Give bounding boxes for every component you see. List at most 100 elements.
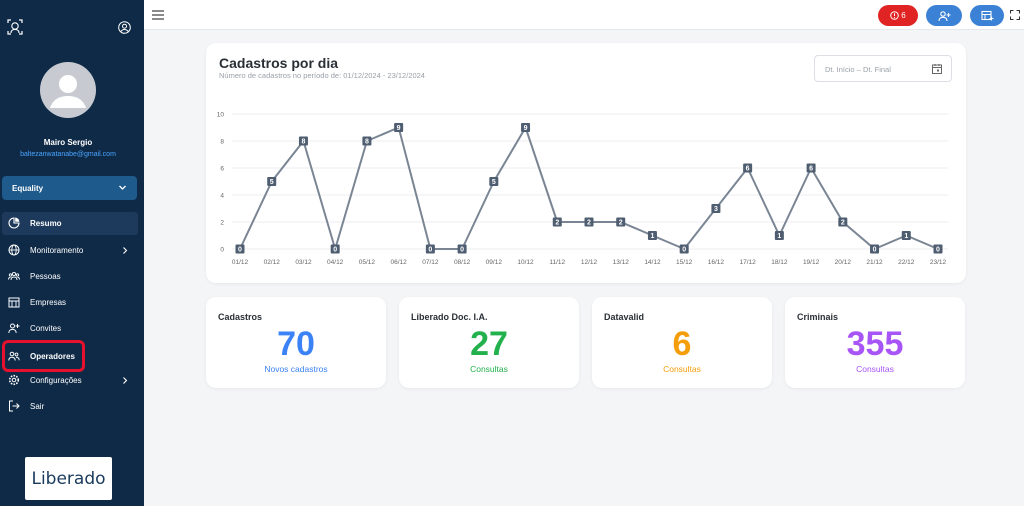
- sidebar-item-empresas[interactable]: Empresas: [2, 291, 138, 314]
- add-user-button[interactable]: [926, 5, 962, 26]
- stat-card-liberado-doc: Liberado Doc. I.A. 27 Consultas: [399, 297, 579, 388]
- x-tick-label: 02/12: [264, 259, 281, 266]
- x-tick-label: 11/12: [549, 259, 565, 266]
- data-label: 5: [492, 179, 496, 186]
- user-plus-icon: [937, 10, 950, 21]
- calendar-icon: [932, 64, 942, 74]
- x-tick-label: 14/12: [644, 259, 661, 266]
- data-point: [838, 217, 848, 227]
- data-label: 5: [270, 179, 274, 186]
- data-label: 6: [809, 166, 813, 173]
- x-tick-label: 17/12: [739, 259, 756, 266]
- stat-value: 6: [672, 325, 692, 363]
- register-button[interactable]: [970, 5, 1004, 26]
- data-point: [679, 244, 689, 254]
- y-tick-label: 6: [220, 166, 224, 173]
- data-point: [552, 217, 562, 227]
- series-line: [239, 126, 939, 250]
- x-tick-label: 16/12: [708, 259, 725, 266]
- chevron-right-icon: [123, 377, 128, 384]
- data-point: [235, 244, 245, 254]
- alerts-button[interactable]: 6: [878, 5, 918, 26]
- fullscreen-icon[interactable]: [1010, 10, 1020, 20]
- data-label: 1: [777, 233, 781, 240]
- user-plus-icon: [8, 323, 20, 334]
- stat-card-cadastros: Cadastros 70 Novos cadastros: [206, 297, 386, 388]
- y-tick-label: 0: [220, 247, 224, 254]
- avatar[interactable]: [40, 62, 96, 118]
- register-icon: [980, 10, 993, 20]
- data-label: 0: [873, 247, 877, 254]
- data-label: 2: [841, 220, 845, 227]
- stat-caption: Consultas: [856, 364, 894, 374]
- x-tick-label: 13/12: [613, 259, 630, 266]
- data-label: 0: [428, 247, 432, 254]
- data-label: 8: [365, 139, 369, 146]
- date-start-placeholder: Dt. Início: [825, 65, 855, 74]
- x-tick-label: 07/12: [422, 259, 439, 266]
- data-point: [806, 163, 816, 173]
- sidebar-item-pessoas[interactable]: Pessoas: [2, 265, 138, 288]
- sidebar-item-label: Monitoramento: [30, 246, 84, 255]
- data-point: [584, 217, 594, 227]
- sidebar-item-monitoramento[interactable]: Monitoramento: [2, 239, 138, 262]
- data-label: 2: [587, 220, 591, 227]
- user-circle-icon[interactable]: [118, 21, 131, 34]
- data-label: 0: [238, 247, 242, 254]
- sidebar-item-resumo[interactable]: Resumo: [2, 212, 138, 235]
- data-label: 8: [302, 139, 306, 146]
- data-point: [457, 244, 467, 254]
- people-icon: [8, 271, 20, 281]
- chart-title: Cadastros por dia: [219, 55, 339, 71]
- sidebar-item-operadores[interactable]: Operadores: [2, 340, 85, 372]
- data-point: [394, 123, 404, 132]
- x-tick-label: 15/12: [676, 259, 693, 266]
- x-tick-label: 22/12: [898, 259, 915, 266]
- hamburger-menu-icon[interactable]: [152, 10, 164, 20]
- x-tick-label: 08/12: [454, 259, 471, 266]
- building-icon: [8, 297, 20, 308]
- data-label: 2: [555, 220, 559, 227]
- x-tick-label: 03/12: [295, 259, 312, 266]
- date-range-picker[interactable]: Dt. Início – Dt. Final: [814, 55, 952, 82]
- globe-icon: [8, 244, 20, 256]
- data-label: 0: [333, 247, 337, 254]
- y-tick-label: 8: [220, 139, 224, 146]
- sidebar-item-label: Operadores: [30, 352, 75, 361]
- x-tick-label: 23/12: [930, 259, 947, 266]
- sidebar-item-label: Pessoas: [30, 272, 61, 281]
- date-separator: –: [856, 65, 861, 74]
- logout-icon: [9, 400, 20, 412]
- default-avatar-icon: [50, 75, 86, 108]
- face-scan-icon[interactable]: [7, 18, 23, 36]
- sidebar-item-configuracoes[interactable]: Configurações: [2, 369, 138, 392]
- company-select[interactable]: Equality: [2, 176, 137, 200]
- data-point: [774, 231, 784, 240]
- date-range-placeholder: Dt. Início – Dt. Final: [825, 65, 891, 74]
- sidebar-item-convites[interactable]: Convites: [2, 317, 138, 340]
- data-point: [711, 204, 721, 213]
- stat-caption: Novos cadastros: [264, 364, 328, 374]
- sidebar-item-sair[interactable]: Sair: [2, 395, 138, 418]
- alert-circle-icon: [890, 11, 900, 20]
- data-point: [870, 244, 880, 254]
- data-point: [298, 136, 308, 146]
- y-tick-label: 4: [220, 193, 224, 200]
- stat-value: 70: [277, 325, 315, 363]
- stat-card-criminais: Criminais 355 Consultas: [785, 297, 965, 388]
- stat-title: Criminais: [797, 312, 839, 322]
- stat-card-datavalid: Datavalid 6 Consultas: [592, 297, 772, 388]
- x-tick-label: 12/12: [581, 259, 598, 266]
- brand-logo-text: Liberado: [31, 468, 106, 489]
- stat-caption: Consultas: [663, 364, 701, 374]
- x-tick-label: 04/12: [327, 259, 344, 266]
- y-tick-label: 10: [217, 112, 225, 119]
- chevron-down-icon: [119, 185, 126, 190]
- data-point: [521, 123, 531, 132]
- stat-value: 355: [846, 325, 904, 363]
- data-label: 1: [651, 233, 655, 240]
- x-tick-label: 20/12: [835, 259, 852, 266]
- x-tick-label: 06/12: [390, 259, 407, 266]
- data-point: [489, 177, 499, 186]
